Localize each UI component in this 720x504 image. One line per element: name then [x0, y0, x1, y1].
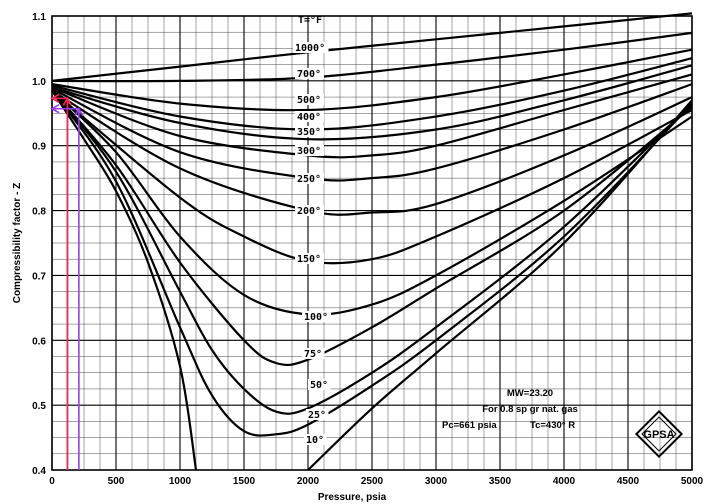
curve-label: 150° [297, 254, 321, 265]
curve-1 [51, 31, 693, 83]
curve-label: 25° [308, 410, 326, 421]
curve-label-bg [308, 379, 331, 390]
x-tick-label: 1000 [169, 476, 192, 487]
curve-11 [51, 89, 693, 415]
x-tick-label: 2000 [297, 476, 320, 487]
curve-label-bg [306, 409, 329, 420]
marker-arrow-left [50, 93, 60, 104]
curve-8 [51, 89, 693, 265]
chart-curve-labels: 1000° 700° 500° 400° 350° 300° 250° 200° 150° 100… [293, 42, 331, 446]
curve-label: 300° [297, 146, 321, 157]
x-tick-label: 4500 [617, 476, 640, 487]
curve-label-bg [293, 42, 329, 53]
marker-arrow-up [74, 107, 84, 117]
curve-label: 75° [304, 349, 322, 360]
curve-header: T=°F [298, 15, 322, 26]
annotation-pc: Pc=661 psia [442, 420, 497, 431]
curve-label: 10° [306, 435, 324, 446]
curve-7 [51, 89, 693, 216]
curve-6 [51, 83, 693, 182]
y-axis-label: Compressibility factor - Z [12, 183, 23, 304]
y-tick-label: 0.6 [32, 336, 46, 347]
gpsa-logo: GPSA [634, 409, 684, 459]
chart-ticks: 0 500 1000 1500 2000 2500 3000 3500 4000 4500 5000… [32, 12, 703, 487]
curve-label: 1000° [295, 43, 325, 54]
x-tick-label: 1500 [233, 476, 256, 487]
annotation-tc: Tc=430° R [530, 420, 575, 431]
curve-label: 400° [297, 112, 321, 123]
curve-label-bg [295, 253, 324, 264]
annotation-gas: For 0.8 sp gr nat. gas [482, 404, 578, 415]
curve-label-bg [295, 68, 324, 79]
curve-5 [51, 73, 693, 159]
y-tick-label: 1.0 [32, 77, 46, 88]
curve-label-bg [295, 173, 324, 184]
x-tick-label: 5000 [681, 476, 704, 487]
x-tick-label: 3500 [489, 476, 512, 487]
curve-4 [51, 64, 693, 141]
curve-label: 200° [297, 206, 321, 217]
curve-label-bg [295, 126, 324, 137]
curve-label-bg [295, 205, 324, 216]
y-tick-label: 0.8 [32, 207, 46, 218]
marker-arrow-left [50, 104, 60, 114]
chart-grid [51, 15, 693, 471]
curve-label-bg [295, 111, 324, 122]
curve-label: 500° [297, 95, 321, 106]
curve-label: 100° [304, 312, 328, 323]
curve-label-bg [302, 348, 325, 359]
gpsa-logo-text: GPSA [643, 429, 674, 441]
curve-label-bg [302, 311, 331, 322]
x-axis-label: Pressure, psia [318, 492, 387, 503]
x-tick-label: 2500 [361, 476, 384, 487]
x-tick-label: 0 [49, 476, 55, 487]
curve-label: 350° [297, 127, 321, 138]
curve-2 [51, 48, 693, 112]
curve-label: 50° [310, 380, 328, 391]
curve-label: 250° [297, 174, 321, 185]
curve-10f-high-pressure [307, 99, 693, 471]
curve-label-bg [295, 145, 324, 156]
y-tick-label: 0.9 [32, 142, 46, 153]
curve-0 [51, 12, 693, 82]
curve-label: 700° [297, 69, 321, 80]
curve-label-bg [304, 434, 327, 445]
curve-10f-low-pressure [51, 89, 198, 471]
curve-12 [51, 89, 693, 437]
y-tick-label: 0.5 [32, 401, 46, 412]
y-tick-label: 0.4 [32, 466, 46, 477]
curve-10 [51, 89, 693, 367]
x-tick-label: 3000 [425, 476, 448, 487]
chart-markers [50, 93, 84, 470]
x-tick-label: 500 [108, 476, 125, 487]
curve-label-bg [295, 94, 324, 105]
y-tick-label: 0.7 [32, 271, 46, 282]
marker-arrow-up [62, 96, 73, 106]
y-tick-label: 1.1 [32, 12, 46, 23]
x-tick-label: 4000 [553, 476, 576, 487]
annotation-mw: MW=23.20 [507, 388, 553, 399]
curve-3 [51, 57, 693, 131]
chart-curves [51, 12, 693, 471]
